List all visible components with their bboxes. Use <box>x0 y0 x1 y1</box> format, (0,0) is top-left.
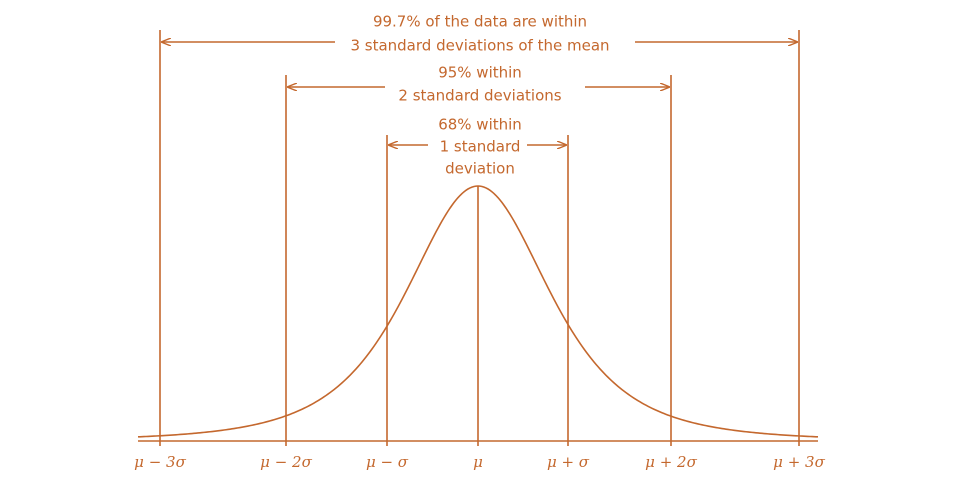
annotation: 95% within <box>438 64 522 82</box>
axis-label: μ <box>473 453 483 471</box>
bell-curve <box>137 185 819 438</box>
axis-label: μ − σ <box>366 453 409 471</box>
annotation: 1 standard <box>440 138 521 156</box>
axis-label: μ − 3σ <box>134 453 186 471</box>
axis-label: μ − 2σ <box>260 453 312 471</box>
labels: 99.7% of the data are within 3 standard d… <box>134 13 825 472</box>
axis-label: μ + 2σ <box>645 453 697 471</box>
shapes <box>137 30 819 446</box>
axis-label: μ + σ <box>547 453 590 471</box>
annotation: 3 standard deviations of the mean <box>350 37 609 55</box>
annotation: 2 standard deviations <box>398 87 561 105</box>
axis-label: μ + 3σ <box>773 453 825 471</box>
annotation: deviation <box>445 160 515 178</box>
annotation: 68% within <box>438 116 522 134</box>
annotation: 99.7% of the data are within <box>373 13 587 31</box>
